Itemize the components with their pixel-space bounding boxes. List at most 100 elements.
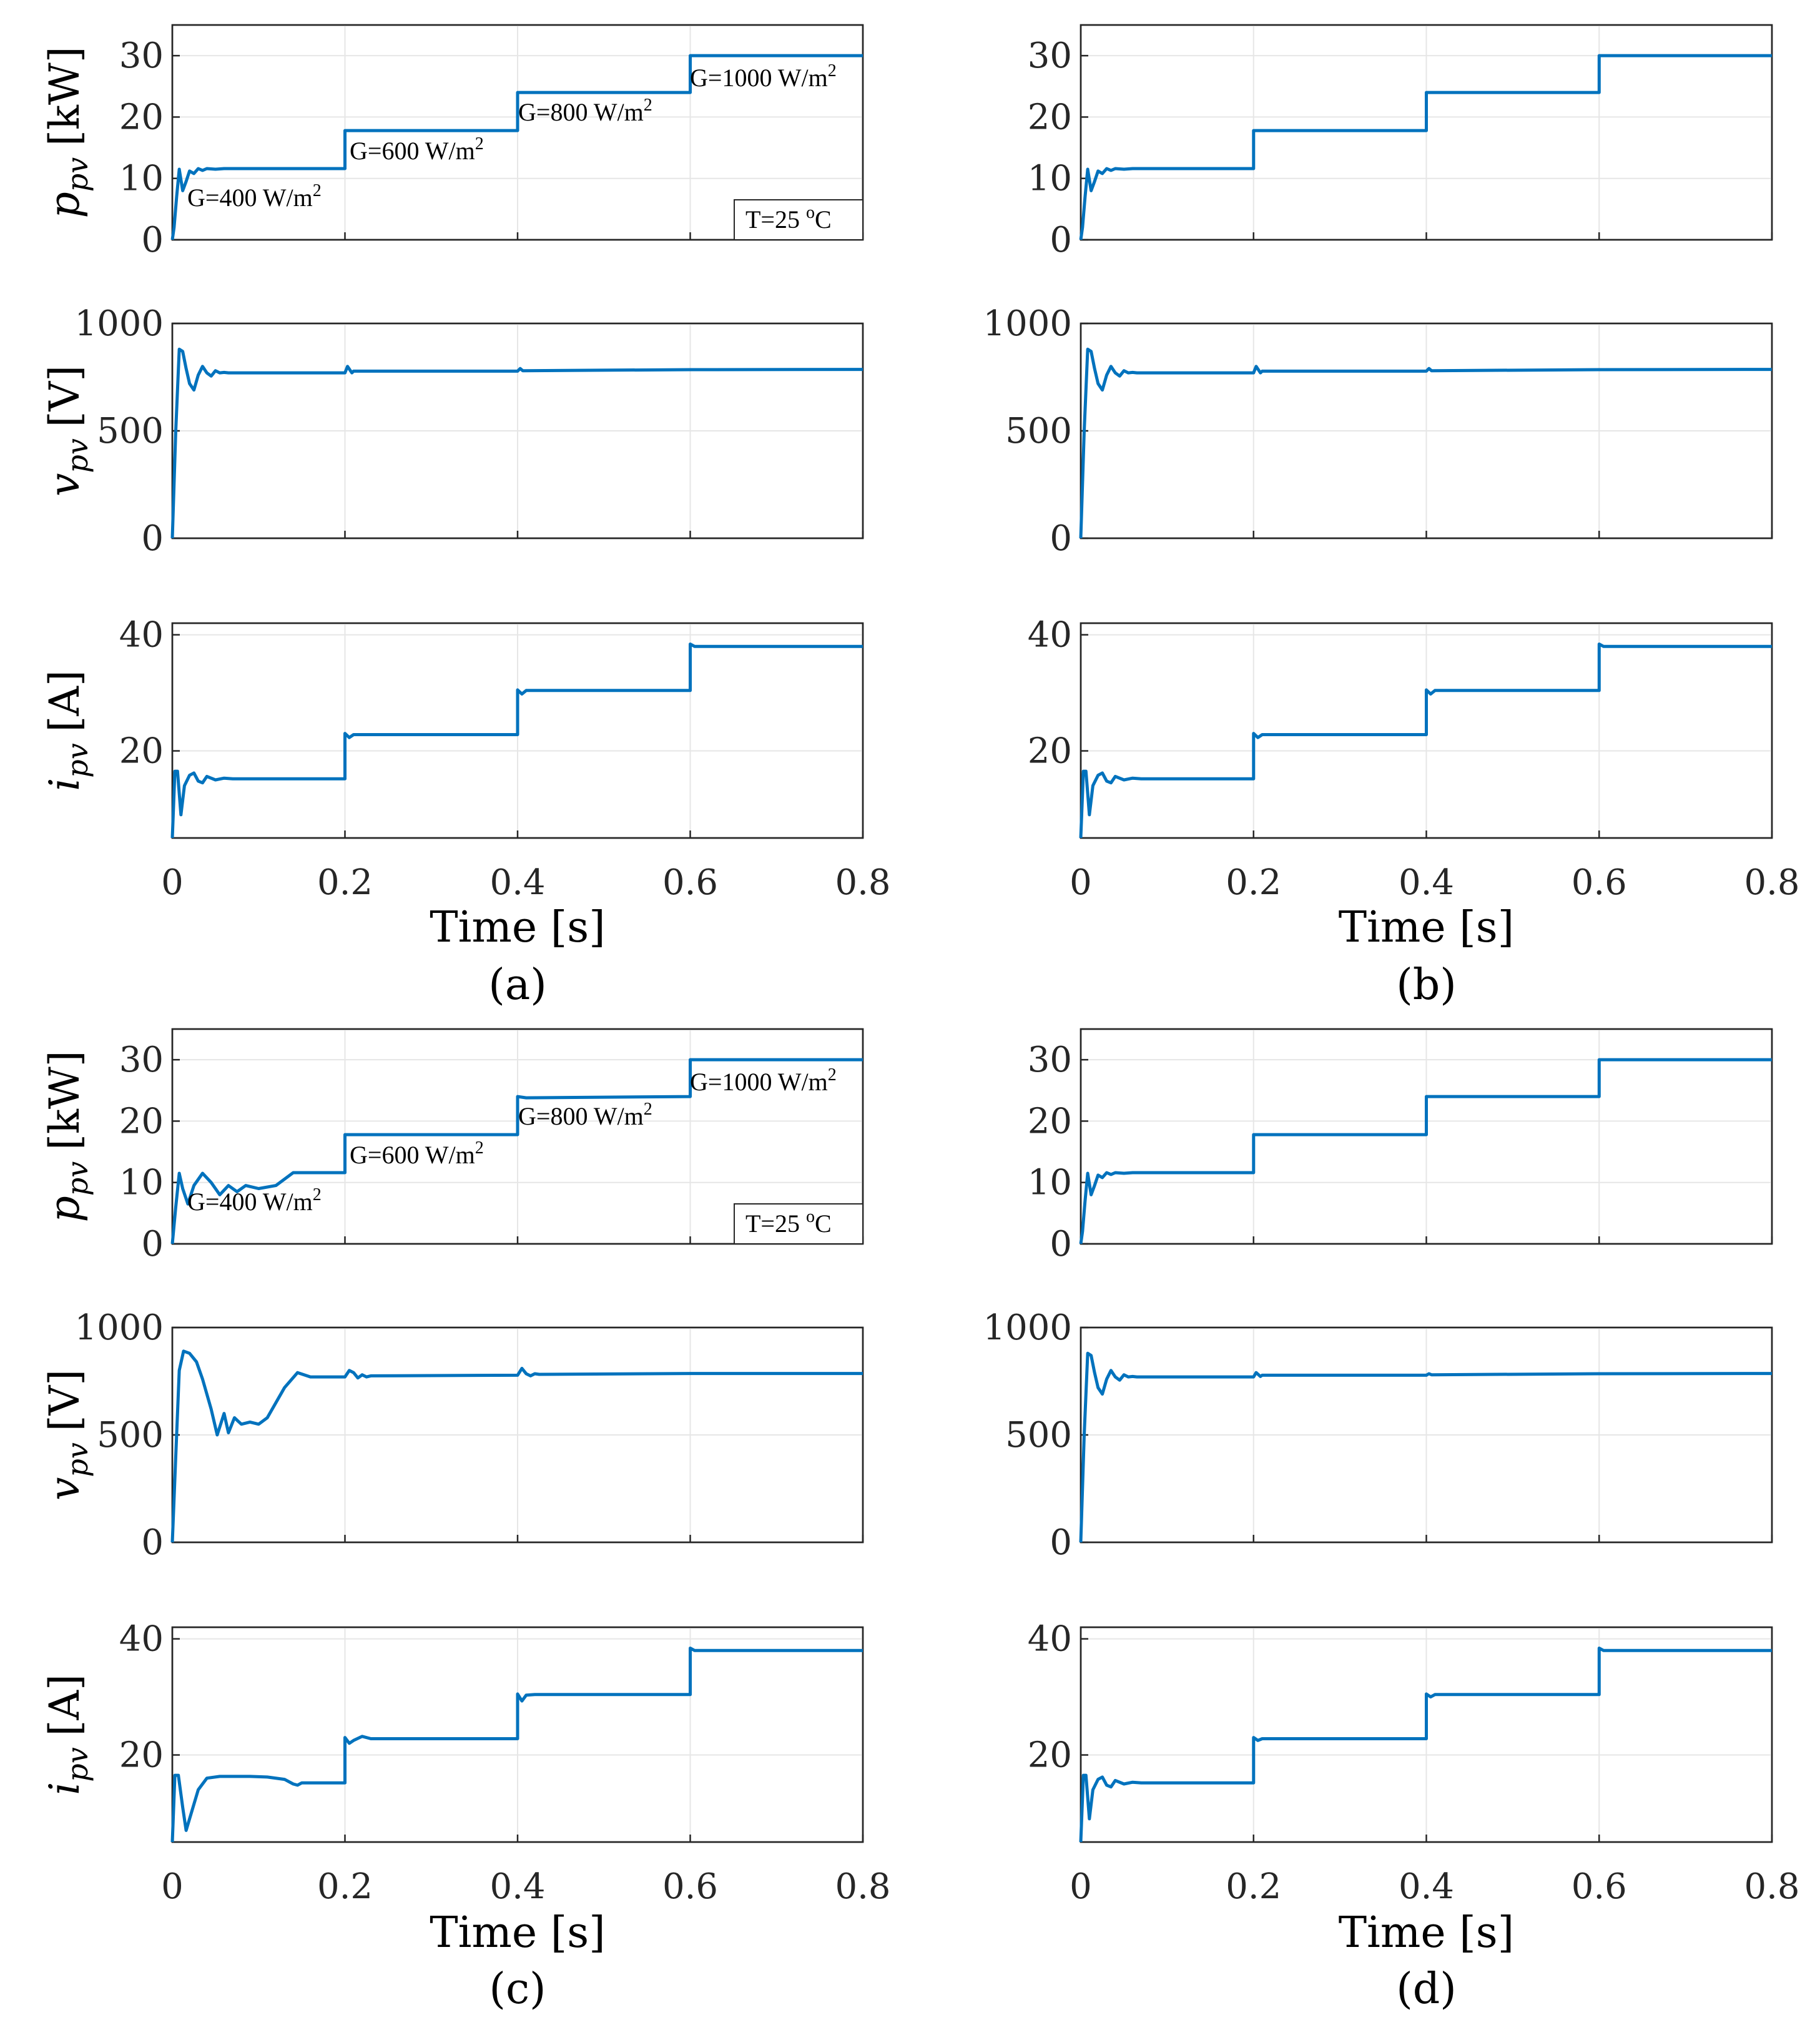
series-line-v_pv <box>1079 1351 1773 1543</box>
y-axis-label-subscript: pv <box>61 1442 94 1477</box>
y-tick-label: 0 <box>1050 1522 1072 1563</box>
axes-border <box>1080 1326 1773 1544</box>
x-tick-label: 0.8 <box>1744 1866 1799 1907</box>
subplot-c-i_pv: 20 40 ipv [A] <box>41 1619 864 1843</box>
y-tick-label: 20 <box>119 1101 164 1141</box>
x-tick-label: 0 <box>1070 1866 1092 1907</box>
irradiance-label: G=400 W/m2 <box>187 181 322 212</box>
axes-border <box>171 322 864 540</box>
irradiance-label: G=600 W/m2 <box>350 134 484 165</box>
y-tick-label: 20 <box>1028 731 1072 772</box>
y-tick-label: 20 <box>119 1735 164 1776</box>
y-tick-label: 40 <box>1028 615 1072 656</box>
temperature-label: T=25 oC <box>745 1207 832 1238</box>
y-tick-label: 20 <box>119 97 164 137</box>
y-tick-label: 20 <box>119 731 164 772</box>
y-tick-label: 0 <box>141 220 164 260</box>
x-tick-label: 0.2 <box>317 862 373 903</box>
x-tick-label: 0.8 <box>1744 862 1799 903</box>
axes-border <box>171 1028 864 1245</box>
series-line-v_pv <box>170 347 863 539</box>
irradiance-label: G=800 W/m2 <box>518 96 652 126</box>
series-line-i_pv <box>170 1647 863 1843</box>
y-tick-label: 0 <box>1050 220 1072 260</box>
x-tick-label: 0.8 <box>835 862 890 903</box>
x-axis-label: Time [s] <box>1339 903 1514 952</box>
x-tick-label: 0 <box>161 862 184 903</box>
x-tick-label: 0.6 <box>1572 862 1627 903</box>
temperature-label: T=25 oC <box>745 203 832 234</box>
y-tick-label: 500 <box>97 1415 164 1456</box>
y-axis-label-unit: [V] <box>41 365 89 427</box>
series-line-v_pv <box>170 1349 863 1543</box>
y-tick-label: 10 <box>1028 159 1072 199</box>
y-axis-label-symbol: p <box>41 192 89 218</box>
y-tick-label: 10 <box>119 1163 164 1203</box>
panel-label: (d) <box>1396 1964 1457 2014</box>
x-tick-label: 0.2 <box>1226 1866 1281 1907</box>
axes-border <box>171 622 864 839</box>
axes-border <box>171 1326 864 1544</box>
axes-border <box>171 24 864 241</box>
subplot-c-p_pv: 0 10 20 30 ppv [kW] G=400 W/m2 G=600 W/m2 G=800 … <box>41 1028 864 1264</box>
axes-border <box>1080 1626 1773 1843</box>
y-tick-label: 30 <box>1028 1040 1072 1080</box>
axes-border <box>1080 1028 1773 1245</box>
y-axis-label: vpv [V] <box>41 1369 94 1500</box>
subplot-b-p_pv: 0 10 20 30 <box>1028 24 1773 260</box>
y-tick-label: 0 <box>141 1224 164 1264</box>
series-line-p_pv <box>170 1058 863 1244</box>
y-axis-label: vpv [V] <box>41 365 94 496</box>
subplot-b-v_pv: 0 500 1000 <box>983 303 1773 559</box>
y-axis-label-subscript: pv <box>61 438 94 473</box>
axes-border <box>1080 622 1773 839</box>
panel-label: (c) <box>489 1964 546 2014</box>
y-tick-label: 20 <box>1028 1735 1072 1776</box>
x-tick-label: 0 <box>1070 862 1092 903</box>
y-tick-label: 20 <box>1028 1101 1072 1141</box>
y-axis-label: ipv [A] <box>41 1674 94 1795</box>
x-axis-label: Time [s] <box>430 903 605 952</box>
y-tick-label: 10 <box>119 159 164 199</box>
x-tick-label: 0.4 <box>489 1866 545 1907</box>
y-axis-label-symbol: v <box>41 473 89 496</box>
y-tick-label: 1000 <box>983 1308 1072 1348</box>
series-line-p_pv <box>1079 1058 1772 1244</box>
y-axis-label-unit: [A] <box>41 670 89 732</box>
y-axis-label-subscript: pv <box>61 1747 94 1781</box>
x-tick-label: 0.6 <box>1572 1866 1627 1907</box>
x-tick-label: 0.6 <box>662 862 718 903</box>
y-axis-label: ipv [A] <box>41 670 94 791</box>
x-tick-label: 0 <box>161 1866 184 1907</box>
y-axis-label-unit: [A] <box>41 1674 89 1736</box>
series-line-i_pv <box>1079 643 1772 839</box>
x-axis-label: Time [s] <box>1339 1908 1514 1958</box>
temperature-box <box>734 1203 863 1244</box>
y-axis-label-unit: [V] <box>41 1369 89 1431</box>
y-axis-label-symbol: v <box>41 1477 89 1500</box>
y-tick-label: 30 <box>119 36 164 76</box>
y-tick-label: 40 <box>119 615 164 656</box>
y-tick-label: 0 <box>1050 1224 1072 1264</box>
y-axis-label: ppv [kW] <box>41 1050 94 1222</box>
subplot-a-p_pv: 0 10 20 30 ppv [kW] G=400 W/m2 G=600 W/m2 G=800 … <box>41 24 864 260</box>
y-tick-label: 0 <box>1050 518 1072 559</box>
irradiance-label: G=800 W/m2 <box>518 1100 652 1130</box>
series-line-i_pv <box>170 643 863 839</box>
y-tick-label: 500 <box>97 411 164 451</box>
subplot-d-p_pv: 0 10 20 30 <box>1028 1028 1773 1264</box>
x-axis-label: Time [s] <box>430 1908 605 1958</box>
y-tick-label: 40 <box>1028 1619 1072 1660</box>
y-axis-label-subscript: pv <box>61 1161 94 1196</box>
y-tick-label: 40 <box>119 1619 164 1660</box>
series-line-v_pv <box>1079 347 1773 539</box>
axes-border <box>171 1626 864 1843</box>
y-tick-label: 500 <box>1005 1415 1072 1456</box>
y-tick-label: 1000 <box>74 1308 164 1348</box>
y-axis-label-unit: [kW] <box>41 46 89 145</box>
